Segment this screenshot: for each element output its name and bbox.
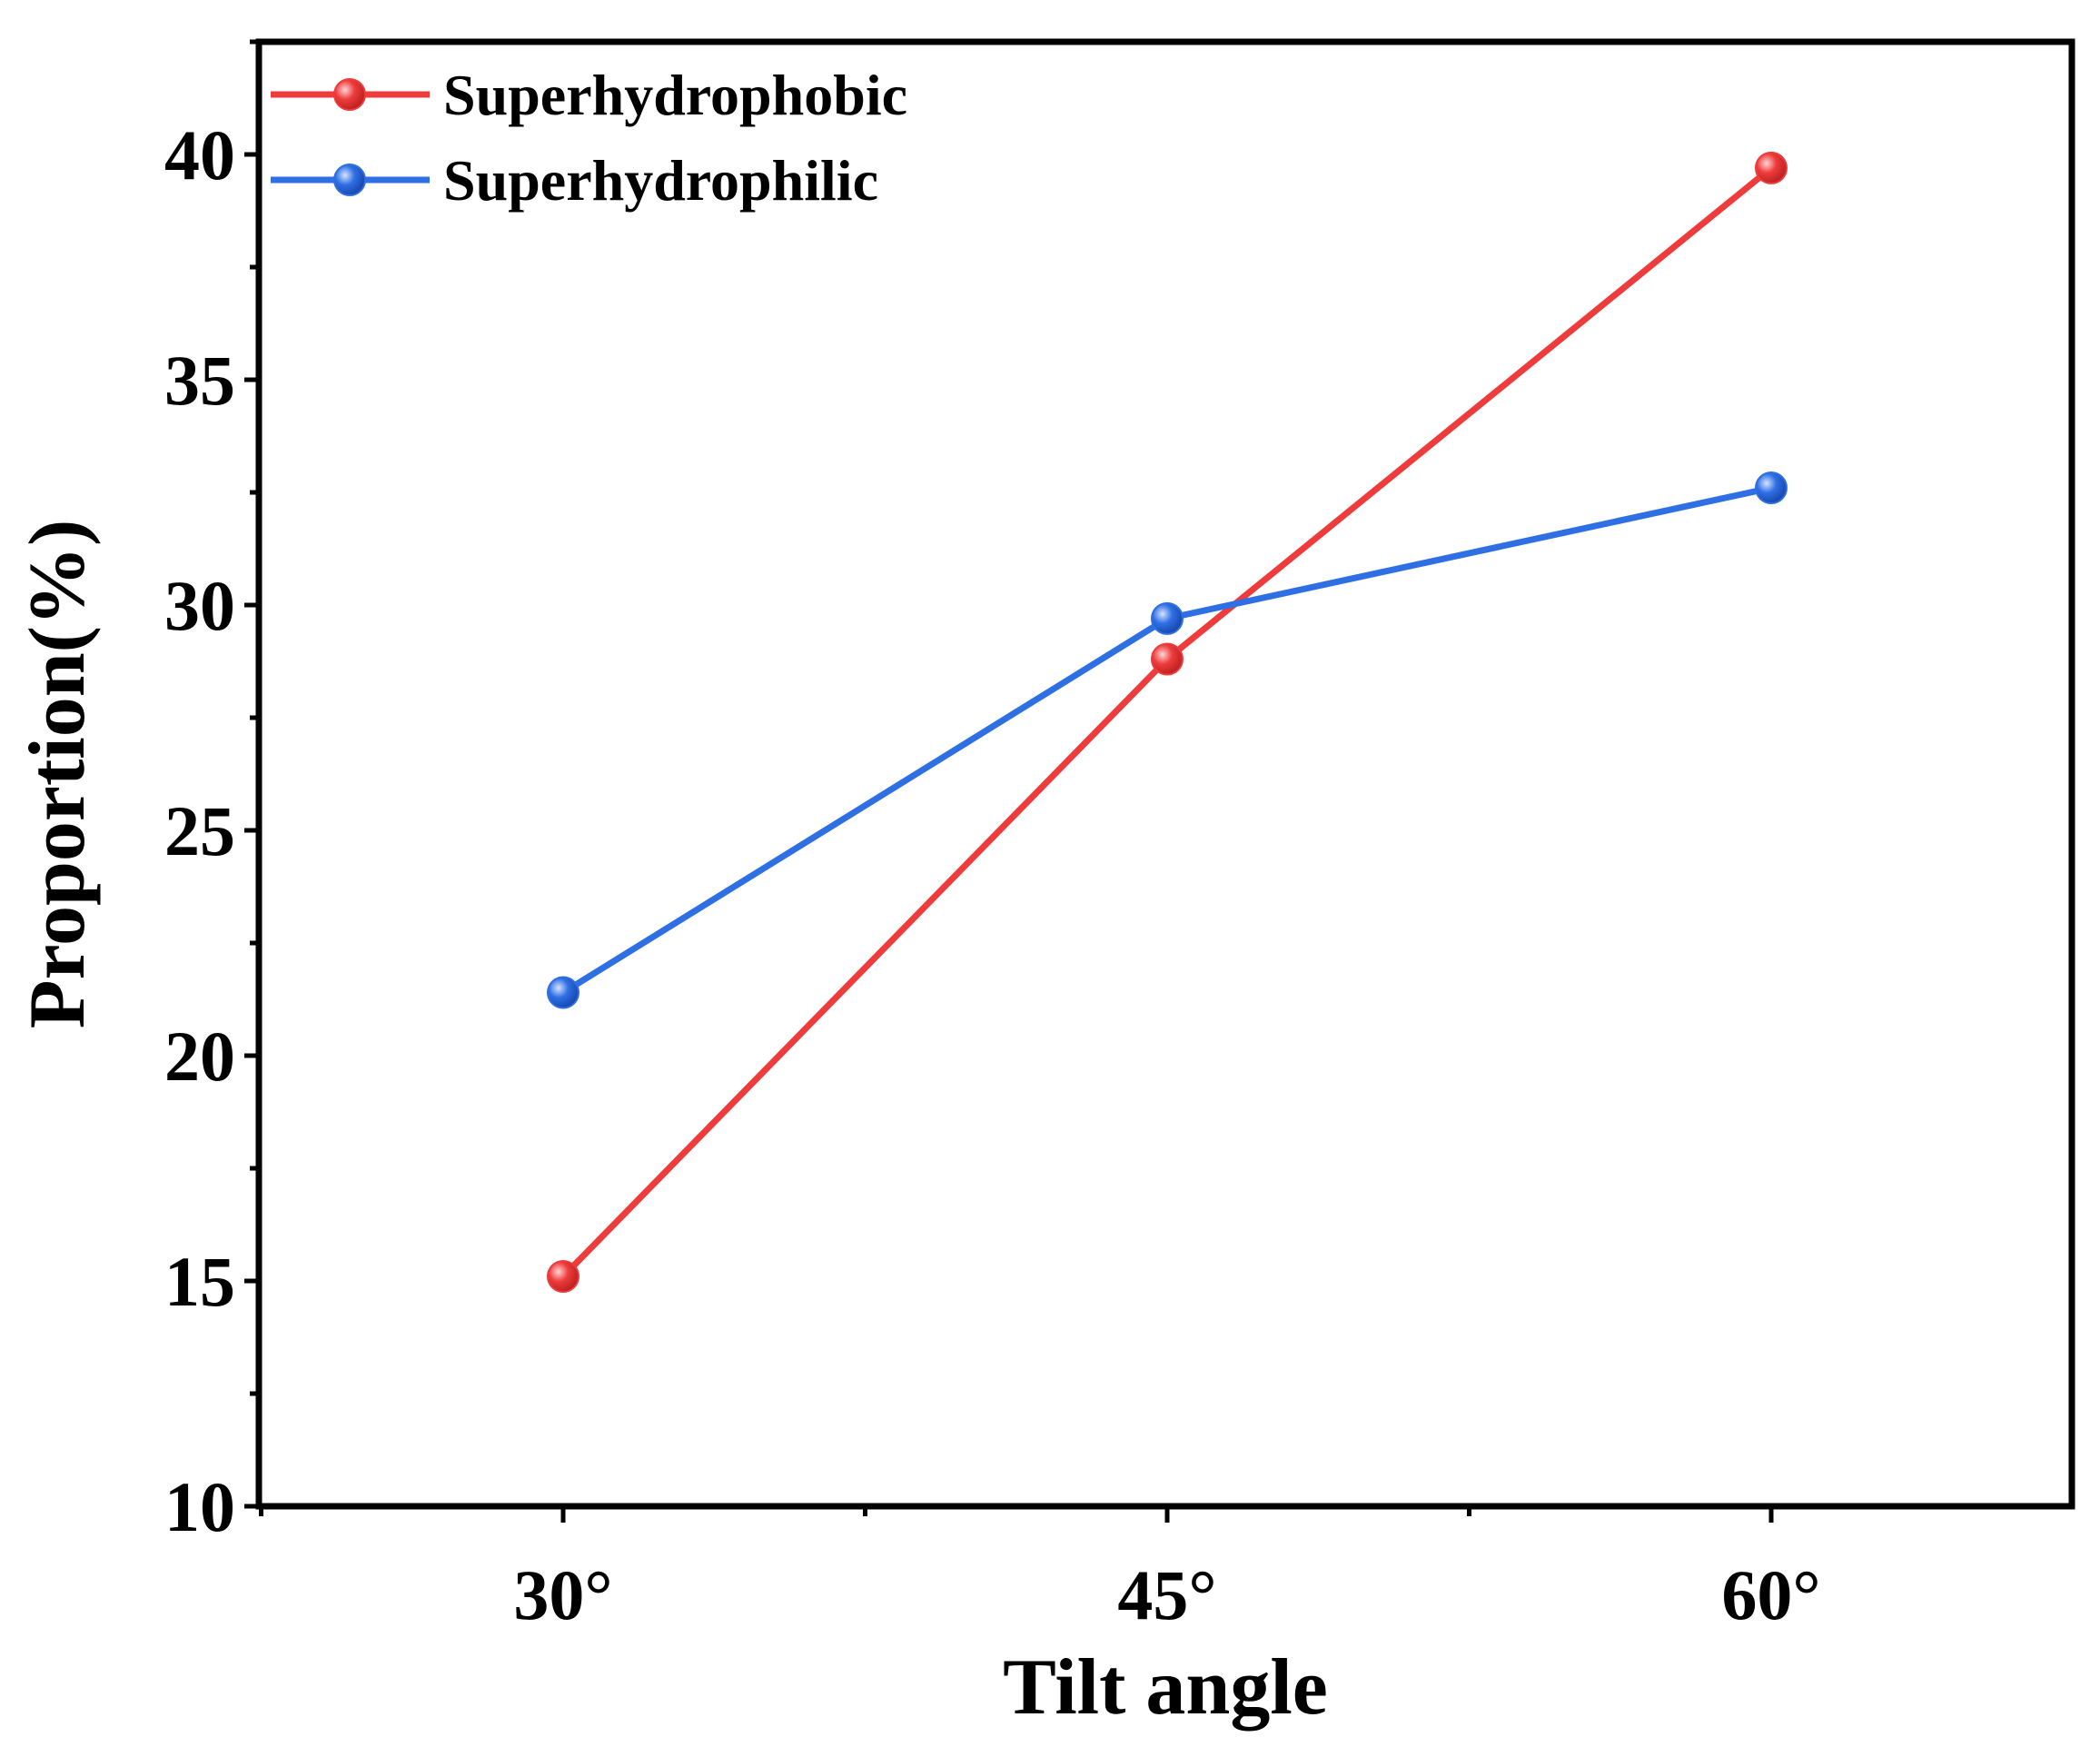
data-point — [547, 976, 579, 1009]
x-axis-title: Tilt angle — [1003, 1643, 1328, 1732]
legend-marker-0 — [333, 78, 366, 111]
data-point — [1151, 642, 1184, 676]
x-tick-label: 30° — [513, 1555, 612, 1634]
y-tick-label: 15 — [164, 1242, 235, 1321]
y-axis-title: Proportion(%) — [14, 520, 102, 1029]
series-line-0 — [560, 165, 1774, 1279]
series-lines — [560, 165, 1774, 1279]
series-markers — [547, 151, 1788, 1294]
x-axis-ticks: 30° 45° 60° — [259, 1506, 1821, 1634]
legend-label: Superhydrophobic — [443, 63, 907, 127]
legend-marker-1 — [333, 164, 366, 196]
data-point — [1755, 471, 1788, 505]
legend: Superhydrophobic Superhydrophilic — [271, 63, 907, 213]
plot-frame — [255, 38, 2075, 1510]
y-tick-label: 30 — [164, 566, 235, 645]
y-tick-label: 10 — [164, 1467, 235, 1546]
data-point — [1151, 601, 1184, 635]
data-point — [547, 1260, 579, 1294]
y-axis-ticks: 10 15 20 25 30 35 40 — [164, 39, 259, 1546]
y-tick-label: 20 — [164, 1017, 235, 1096]
legend-label: Superhydrophilic — [443, 148, 878, 213]
series-line-1 — [561, 484, 1772, 996]
data-point — [1755, 151, 1788, 184]
x-tick-label: 60° — [1721, 1555, 1820, 1634]
x-tick-label: 45° — [1117, 1555, 1216, 1634]
y-tick-label: 35 — [164, 341, 235, 420]
y-tick-label: 40 — [164, 115, 235, 194]
y-tick-label: 25 — [164, 791, 235, 870]
